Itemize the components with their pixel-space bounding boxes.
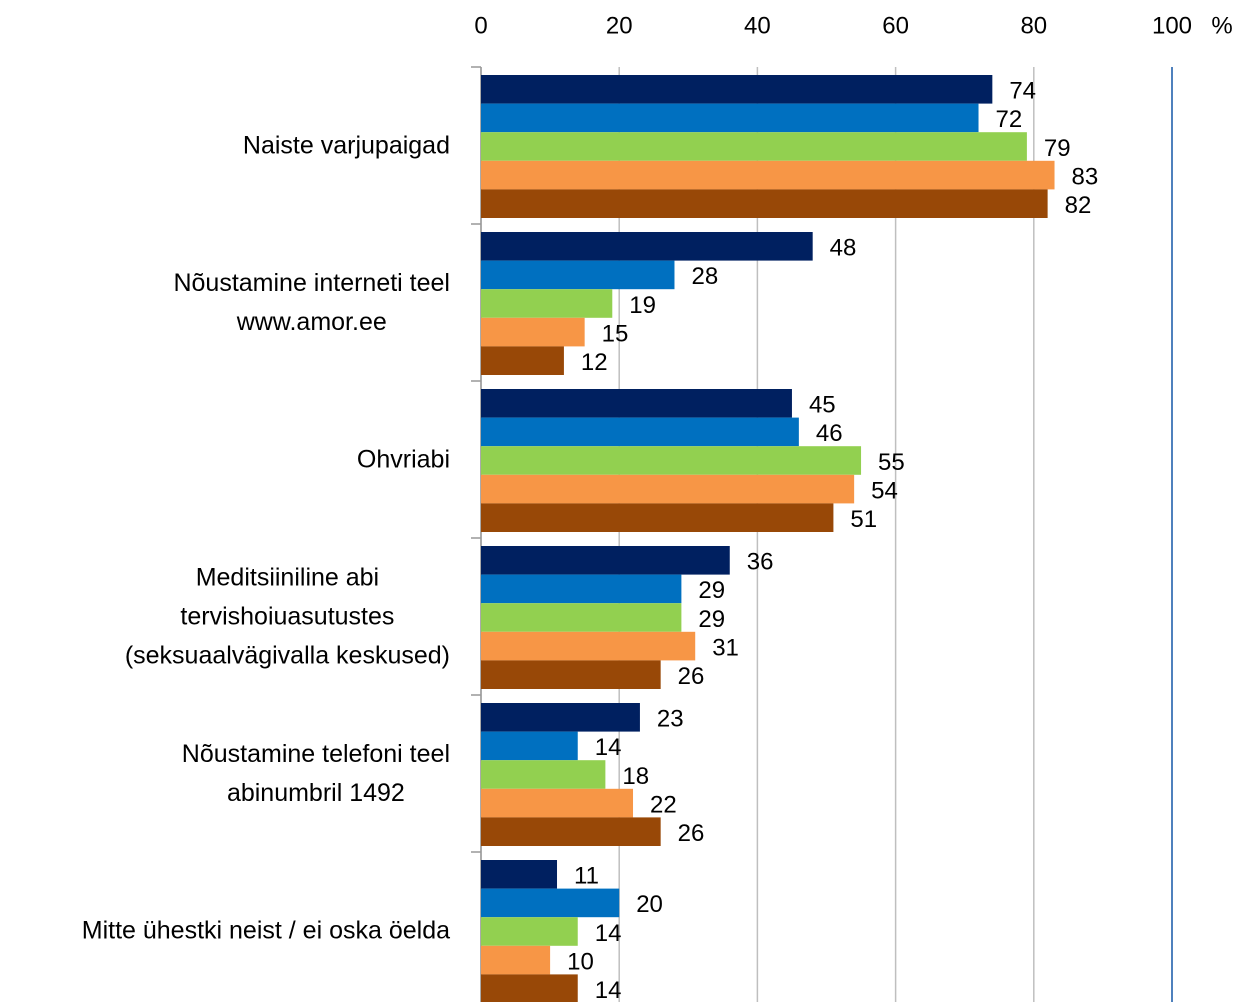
bar [481,760,606,789]
data-label: 20 [636,891,663,918]
bar [481,546,730,575]
y-tick-label: Naiste varjupaigad [242,131,450,159]
bar [481,160,1055,190]
bar [481,417,799,447]
data-label: 36 [747,549,774,576]
bar [481,631,696,661]
bar [481,788,634,818]
bar [481,574,682,604]
data-label: 14 [595,977,622,1002]
data-label: 82 [1065,192,1092,219]
data-label: 11 [574,863,599,890]
data-label: 48 [830,235,857,262]
bar [481,660,661,689]
x-tick-label: 80 [1020,12,1047,39]
data-label: 46 [816,420,843,447]
bar [481,75,993,104]
x-tick-label: 0 [474,12,487,39]
bar [481,917,578,946]
data-label: 14 [595,920,622,947]
bar [481,731,578,761]
bar [481,446,862,475]
x-tick-label: 40 [744,12,771,39]
bar [481,346,564,375]
x-tick-label: 20 [606,12,633,39]
data-label: 74 [1009,78,1036,105]
x-tick-label: 60 [882,12,909,39]
data-label: 54 [871,477,898,504]
bar [481,603,682,632]
bar [481,817,661,846]
bar [481,503,834,532]
bar [481,860,558,889]
data-label: 45 [809,392,836,419]
data-label: 79 [1044,135,1071,162]
bar [481,888,620,918]
x-tick-label: 100 [1152,12,1192,39]
bar [481,103,979,133]
data-label: 23 [657,706,684,733]
data-label: 29 [698,577,725,604]
x-axis-unit: % [1211,12,1232,39]
bar [481,389,792,418]
data-label: 26 [678,663,705,690]
data-label: 28 [691,263,718,290]
data-label: 14 [595,734,622,761]
data-label: 83 [1072,163,1099,190]
bar [481,189,1048,218]
data-label: 22 [650,791,677,818]
data-label: 26 [678,820,705,847]
y-tick-label: Mitte ühestki neist / ei oska öelda [81,916,450,944]
data-label: 72 [996,106,1023,133]
data-label: 15 [602,320,629,347]
bar [481,260,675,290]
bar [481,474,855,504]
y-tick-label: Ohvriabi [356,445,450,473]
y-tick-label: Meditsiiniline abi tervishoiuasutustes (… [124,563,450,669]
data-label: 29 [698,606,725,633]
data-label: 55 [878,449,905,476]
bar [481,974,578,1002]
y-tick-label: Nõustamine interneti teel www.amor.ee [173,268,450,336]
bar [481,945,551,975]
bar [481,232,813,261]
data-label: 18 [622,763,649,790]
data-label: 31 [712,634,739,661]
y-tick-label: Nõustamine telefoni teel abinumbril 1492 [181,739,450,807]
data-label: 19 [629,292,656,319]
data-label: 10 [567,948,594,975]
bar [481,703,640,732]
data-label: 12 [581,349,608,376]
bar [481,317,585,347]
data-label: 51 [850,506,877,533]
bar [481,289,613,318]
bar [481,132,1027,161]
